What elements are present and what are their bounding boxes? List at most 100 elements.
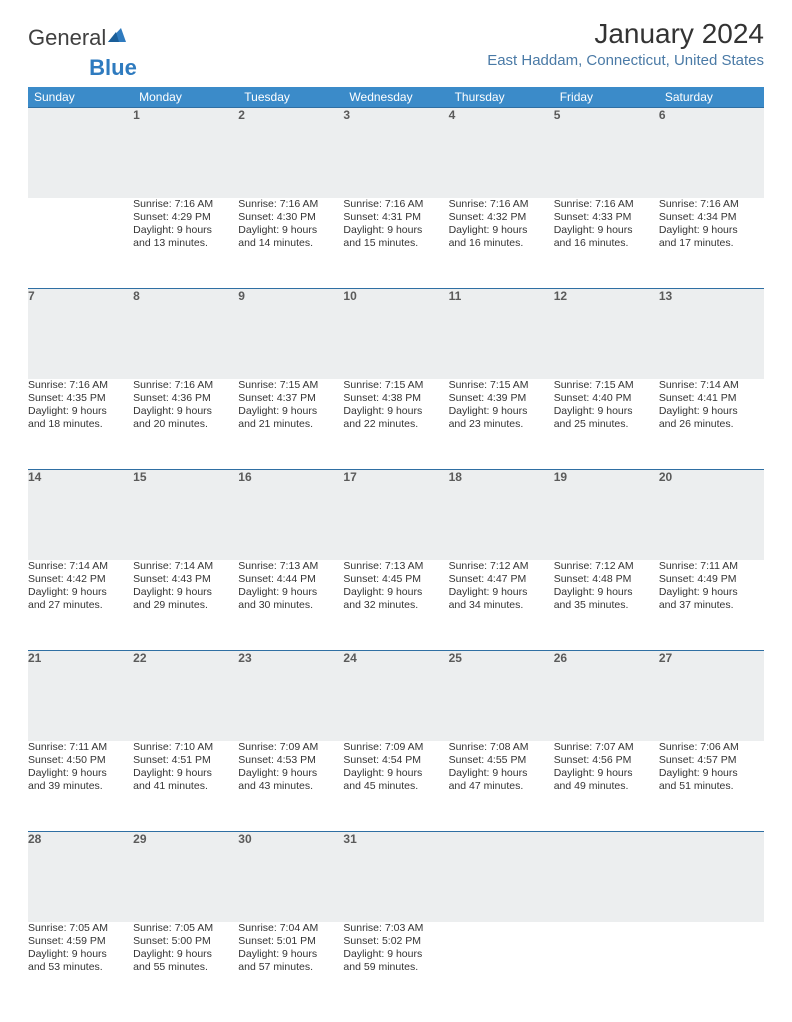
daylight-line1: Daylight: 9 hours: [28, 948, 133, 961]
sunset-text: Sunset: 4:44 PM: [238, 573, 343, 586]
daylight-line1: Daylight: 9 hours: [659, 405, 764, 418]
sunrise-text: Sunrise: 7:13 AM: [238, 560, 343, 573]
sunrise-text: Sunrise: 7:16 AM: [133, 379, 238, 392]
day-cell: Sunrise: 7:16 AMSunset: 4:34 PMDaylight:…: [659, 198, 764, 289]
day-number: [449, 832, 554, 923]
day-number: 25: [449, 651, 554, 742]
sunrise-text: Sunrise: 7:05 AM: [28, 922, 133, 935]
sunrise-text: Sunrise: 7:11 AM: [28, 741, 133, 754]
daylight-line1: Daylight: 9 hours: [659, 767, 764, 780]
day-cell: Sunrise: 7:11 AMSunset: 4:49 PMDaylight:…: [659, 560, 764, 651]
sunset-text: Sunset: 4:35 PM: [28, 392, 133, 405]
daylight-line2: and 16 minutes.: [449, 237, 554, 250]
day-number: 24: [343, 651, 448, 742]
daylight-line1: Daylight: 9 hours: [659, 224, 764, 237]
day-cell: Sunrise: 7:16 AMSunset: 4:32 PMDaylight:…: [449, 198, 554, 289]
sunset-text: Sunset: 4:51 PM: [133, 754, 238, 767]
sunset-text: Sunset: 4:50 PM: [28, 754, 133, 767]
sunrise-text: Sunrise: 7:14 AM: [133, 560, 238, 573]
day-number: 3: [343, 108, 448, 199]
daylight-line2: and 32 minutes.: [343, 599, 448, 612]
sunrise-text: Sunrise: 7:09 AM: [343, 741, 448, 754]
sunrise-text: Sunrise: 7:16 AM: [238, 198, 343, 211]
daylight-line1: Daylight: 9 hours: [343, 767, 448, 780]
sunset-text: Sunset: 4:53 PM: [238, 754, 343, 767]
day-number: [554, 832, 659, 923]
day-cell: Sunrise: 7:15 AMSunset: 4:39 PMDaylight:…: [449, 379, 554, 470]
col-monday: Monday: [133, 87, 238, 108]
daylight-line1: Daylight: 9 hours: [133, 405, 238, 418]
location: East Haddam, Connecticut, United States: [487, 52, 764, 69]
day-cell: Sunrise: 7:14 AMSunset: 4:41 PMDaylight:…: [659, 379, 764, 470]
sunrise-text: Sunrise: 7:16 AM: [343, 198, 448, 211]
calendar-table: Sunday Monday Tuesday Wednesday Thursday…: [28, 87, 764, 1012]
daylight-line2: and 23 minutes.: [449, 418, 554, 431]
daylight-line1: Daylight: 9 hours: [133, 948, 238, 961]
sunrise-text: Sunrise: 7:15 AM: [238, 379, 343, 392]
daylight-line1: Daylight: 9 hours: [133, 224, 238, 237]
day-number: [28, 108, 133, 199]
sunset-text: Sunset: 4:29 PM: [133, 211, 238, 224]
day-cell: Sunrise: 7:12 AMSunset: 4:47 PMDaylight:…: [449, 560, 554, 651]
daybody-row: Sunrise: 7:11 AMSunset: 4:50 PM Daylight:…: [28, 741, 764, 832]
sunset-text: Sunset: 4:38 PM: [343, 392, 448, 405]
day-cell: Sunrise: 7:03 AMSunset: 5:02 PMDaylight:…: [343, 922, 448, 1012]
daylight-line1: Daylight: 9 hours: [449, 586, 554, 599]
brand-part2: Blue: [89, 55, 137, 81]
day-number: 2: [238, 108, 343, 199]
day-number: 19: [554, 470, 659, 561]
day-cell: Sunrise: 7:16 AMSunset: 4:35 PMDaylight:…: [28, 379, 133, 470]
day-number: 13: [659, 289, 764, 380]
day-number: 22: [133, 651, 238, 742]
sunset-text: Sunset: 5:01 PM: [238, 935, 343, 948]
daylight-line2: and 22 minutes.: [343, 418, 448, 431]
day-number: [659, 832, 764, 923]
daylight-line2: and 45 minutes.: [343, 780, 448, 793]
weekday-header-row: Sunday Monday Tuesday Wednesday Thursday…: [28, 87, 764, 108]
daylight-line1: Daylight: 9 hours: [343, 586, 448, 599]
daylight-line2: and 17 minutes.: [659, 237, 764, 250]
day-number: 27: [659, 651, 764, 742]
day-cell: Sunrise: 7:13 AMSunset: 4:44 PMDaylight:…: [238, 560, 343, 651]
daylight-line2: and 37 minutes.: [659, 599, 764, 612]
sunset-text: Sunset: 5:00 PM: [133, 935, 238, 948]
day-number: 11: [449, 289, 554, 380]
sunrise-text: Sunrise: 7:09 AM: [238, 741, 343, 754]
daylight-line2: and 15 minutes.: [343, 237, 448, 250]
daylight-line1: Daylight: 9 hours: [554, 767, 659, 780]
day-cell: Sunrise: 7:09 AMSunset: 4:54 PMDaylight:…: [343, 741, 448, 832]
sunset-text: Sunset: 4:48 PM: [554, 573, 659, 586]
calendar-body: 123456Sunrise: 7:16 AMSunset: 4:29 PMDay…: [28, 108, 764, 1013]
sunset-text: Sunset: 4:36 PM: [133, 392, 238, 405]
daynum-row: 28293031: [28, 832, 764, 923]
daylight-line2: and 55 minutes.: [133, 961, 238, 974]
daynum-row: 78910111213: [28, 289, 764, 380]
daybody-row: Sunrise: 7:14 AMSunset: 4:42 PMDaylight:…: [28, 560, 764, 651]
daybody-row: Sunrise: 7:16 AMSunset: 4:29 PMDaylight:…: [28, 198, 764, 289]
day-number: 8: [133, 289, 238, 380]
daylight-line2: and 47 minutes.: [449, 780, 554, 793]
day-cell: Sunrise: 7:16 AMSunset: 4:33 PMDaylight:…: [554, 198, 659, 289]
daynum-row: 123456: [28, 108, 764, 199]
sunset-text: Sunset: 4:40 PM: [554, 392, 659, 405]
sunset-text: Sunset: 4:56 PM: [554, 754, 659, 767]
daylight-line2: and 16 minutes.: [554, 237, 659, 250]
daylight-line2: and 25 minutes.: [554, 418, 659, 431]
day-cell: Sunrise: 7:10 AMSunset: 4:51 PMDaylight:…: [133, 741, 238, 832]
day-cell: Sunrise: 7:11 AMSunset: 4:50 PMDaylight:…: [28, 741, 133, 832]
sunrise-text: Sunrise: 7:16 AM: [28, 379, 133, 392]
sunrise-text: Sunrise: 7:15 AM: [554, 379, 659, 392]
day-cell: Sunrise: 7:08 AMSunset: 4:55 PMDaylight:…: [449, 741, 554, 832]
daylight-line1: Daylight: 9 hours: [449, 767, 554, 780]
sunrise-text: Sunrise: 7:10 AM: [133, 741, 238, 754]
sunrise-text: Sunrise: 7:05 AM: [133, 922, 238, 935]
daylight-line1: Daylight: 9 hours: [238, 767, 343, 780]
sunset-text: Sunset: 5:02 PM: [343, 935, 448, 948]
day-number: 7: [28, 289, 133, 380]
daybody-row: Sunrise: 7:16 AMSunset: 4:35 PMDaylight:…: [28, 379, 764, 470]
day-number: 17: [343, 470, 448, 561]
day-cell: Sunrise: 7:05 AMSunset: 4:59 PMDaylight:…: [28, 922, 133, 1012]
daylight-line1: Daylight: 9 hours: [554, 405, 659, 418]
day-number: 20: [659, 470, 764, 561]
daylight-line1: Daylight: 9 hours: [238, 405, 343, 418]
